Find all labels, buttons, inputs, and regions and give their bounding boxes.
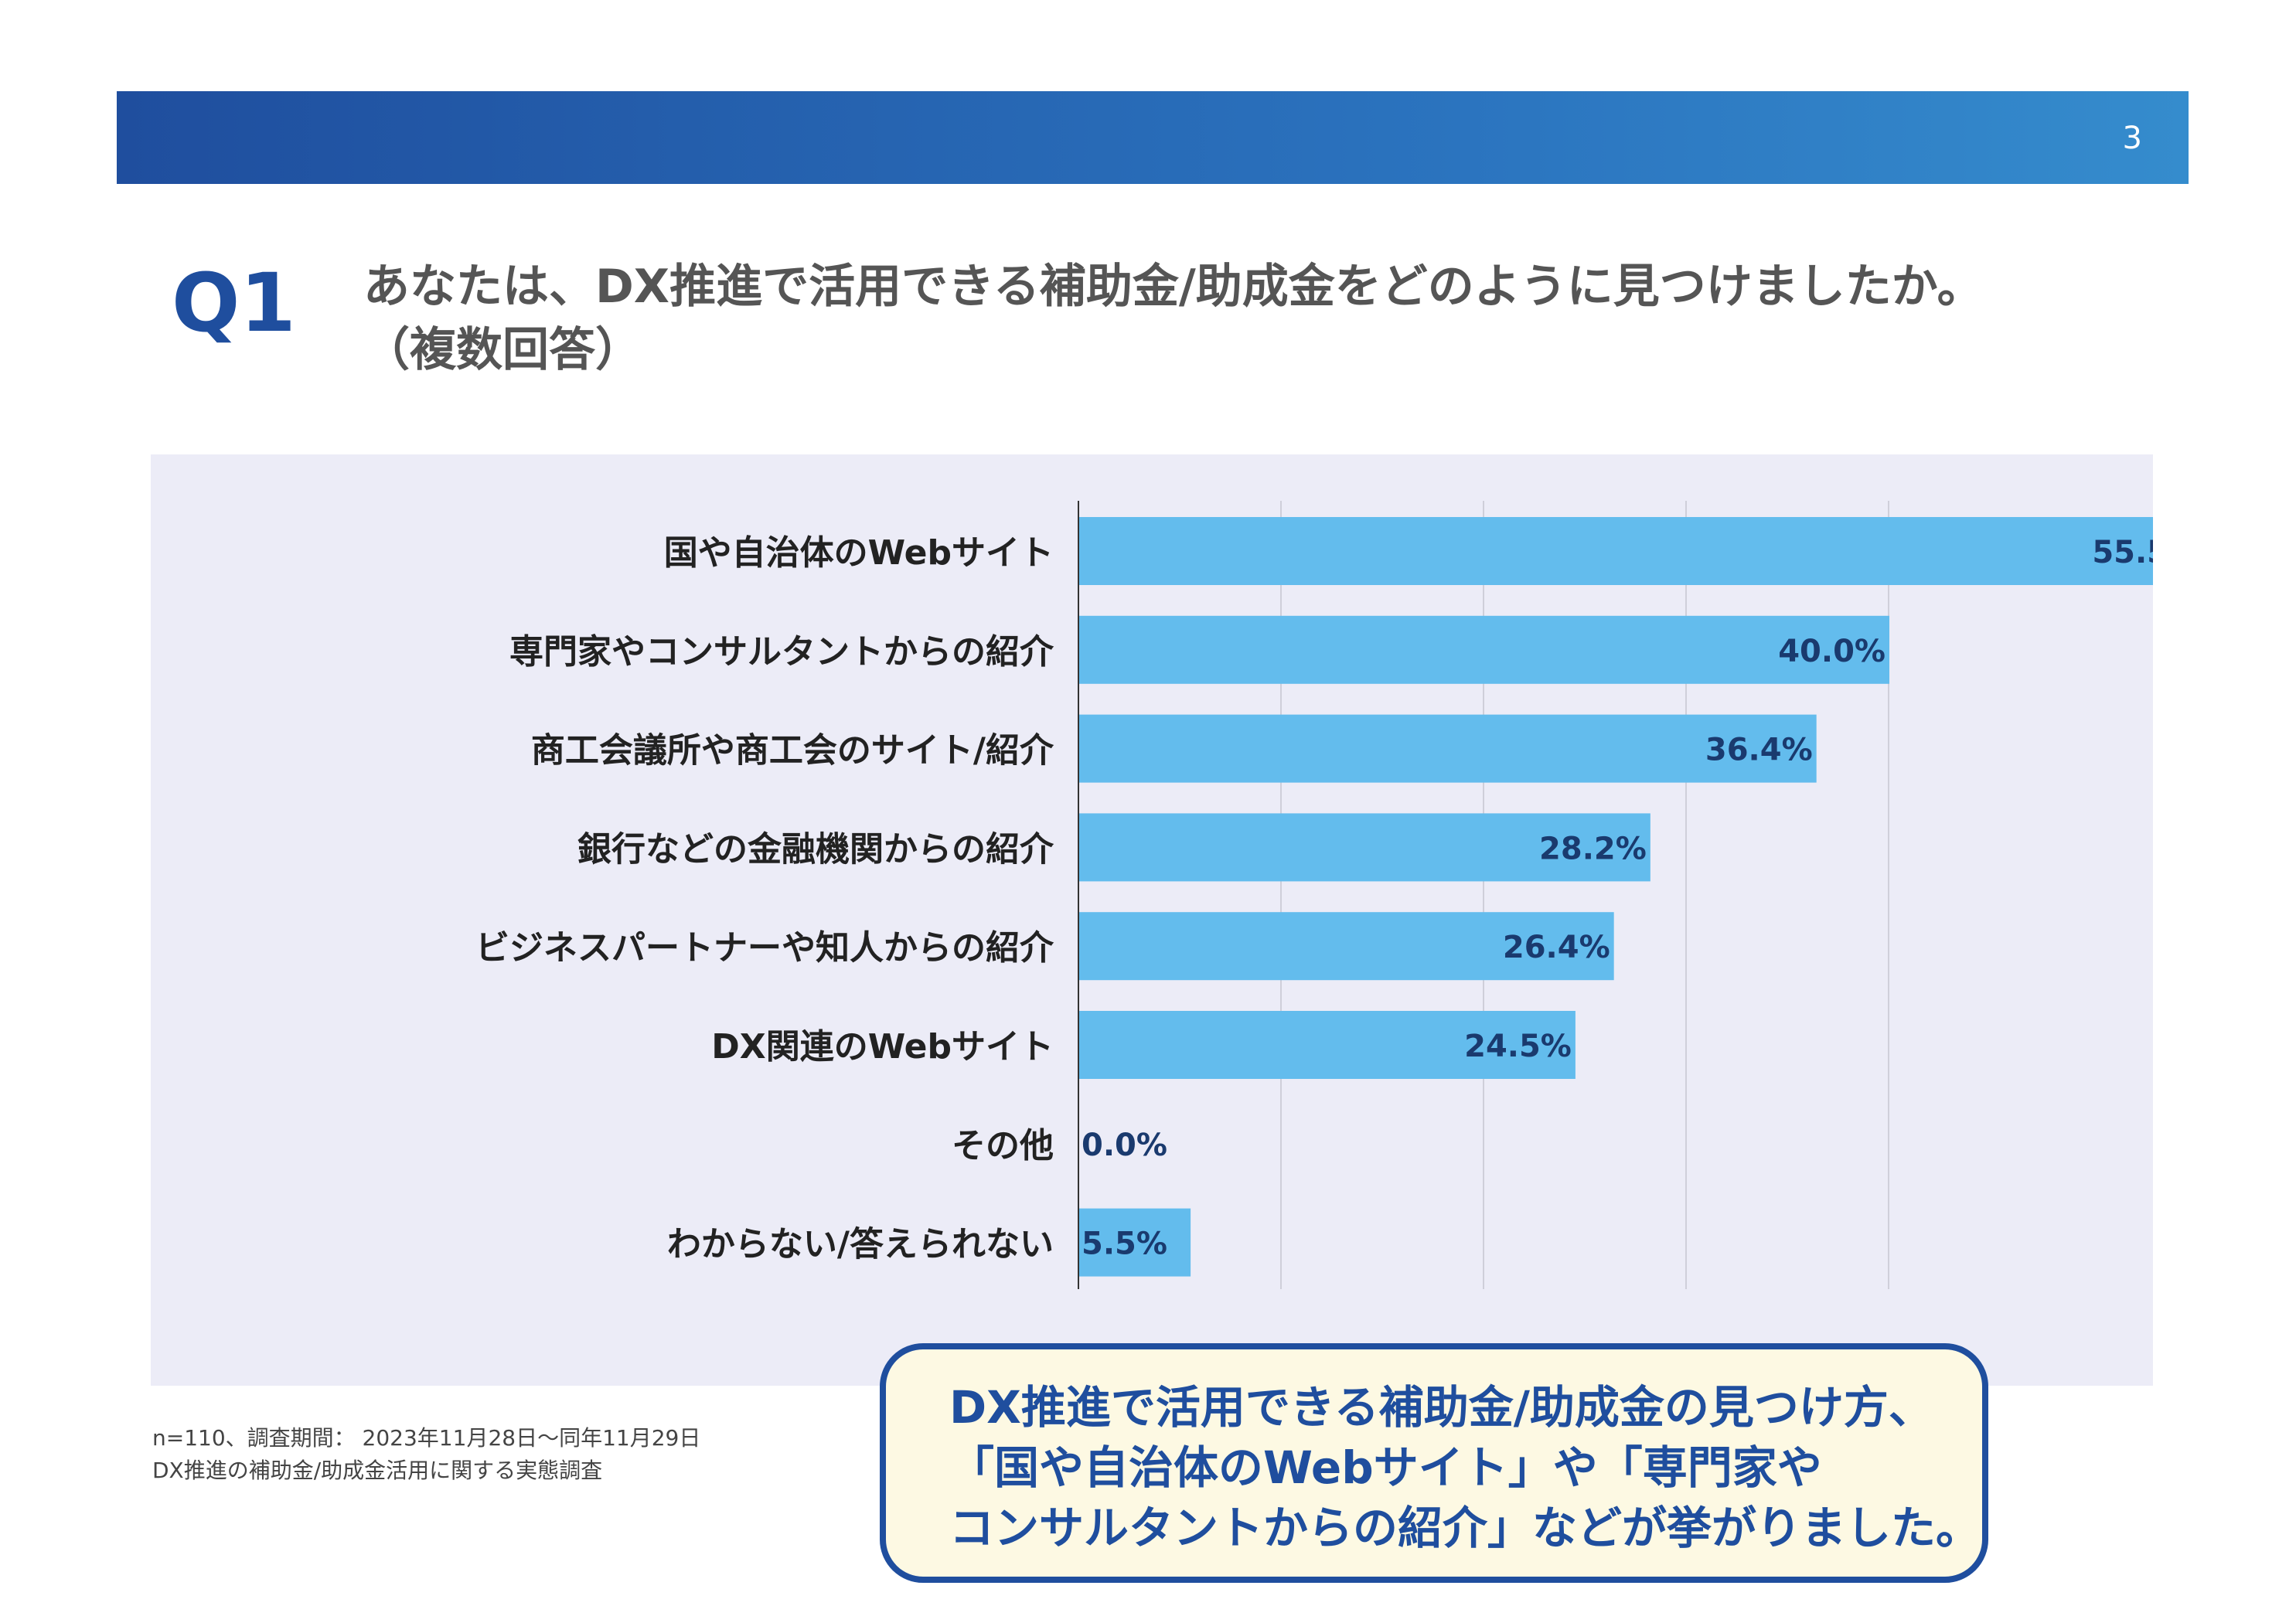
callout-line-2: 「国や自治体のWebサイト」や「専門家や: [949, 1441, 1822, 1494]
value-labels: 55.5% 40.0% 36.4% 28.2% 26.4% 24.5% 0.0% 5.5%: [1082, 535, 2153, 1262]
footnote-survey-name: DX推進の補助金/助成金活用に関する実態調査: [152, 1458, 603, 1483]
chart-panel: 国や自治体のWebサイト専門家やコンサルタントからの紹介商工会議所や商工会のサイ…: [151, 454, 2153, 1386]
question-text: あなたは、DX推進で活用できる補助金/助成金をどのように見つけましたか。 （複数…: [363, 255, 2103, 382]
category-label: DX関連のWebサイト: [711, 1027, 1054, 1067]
callout-line-3: コンサルタントからの紹介」などが挙がりました。: [949, 1502, 1981, 1554]
bar: [1079, 1208, 1191, 1277]
summary-callout: DX推進で活用できる補助金/助成金の見つけ方、 「国や自治体のWebサイト」や「…: [880, 1343, 1988, 1583]
category-label: 銀行などの金融機関からの紹介: [577, 829, 1054, 869]
value-label: 24.5%: [1464, 1029, 1572, 1064]
page-number: 3: [2122, 121, 2142, 156]
value-label: 5.5%: [1082, 1227, 1167, 1262]
category-label: 商工会議所や商工会のサイト/紹介: [531, 731, 1054, 771]
question-label: Q1: [172, 256, 296, 350]
bar: [1079, 714, 1817, 783]
value-label: 28.2%: [1539, 831, 1647, 866]
value-label: 26.4%: [1503, 930, 1610, 965]
bar: [1079, 1011, 1576, 1079]
category-label: わからない/答えられない: [667, 1225, 1054, 1264]
bar-chart: 国や自治体のWebサイト専門家やコンサルタントからの紹介商工会議所や商工会のサイ…: [475, 501, 2153, 1289]
bar: [1079, 912, 1614, 981]
category-label: ビジネスパートナーや知人からの紹介: [475, 928, 1054, 968]
bar: [1079, 615, 1889, 684]
value-label: 40.0%: [1778, 634, 1886, 669]
question-line-2: （複数回答）: [363, 323, 642, 377]
value-label: 0.0%: [1082, 1128, 1167, 1163]
bar: [1079, 517, 2153, 585]
bar: [1079, 813, 1650, 882]
question-line-1: あなたは、DX推進で活用できる補助金/助成金をどのように見つけましたか。: [363, 260, 1984, 314]
header-band: 3: [117, 91, 2189, 184]
category-label: その他: [952, 1126, 1054, 1165]
category-label: 専門家やコンサルタントからの紹介: [509, 632, 1054, 672]
category-label: 国や自治体のWebサイト: [664, 533, 1054, 573]
value-label: 55.5%: [2092, 535, 2153, 570]
value-label: 36.4%: [1705, 733, 1813, 768]
bars: [1079, 517, 2153, 1277]
callout-line-1: DX推進で活用できる補助金/助成金の見つけ方、: [949, 1381, 1933, 1434]
footnote-sample-period: n=110、調査期間： 2023年11月28日〜同年11月29日: [152, 1425, 701, 1451]
footnote: n=110、調査期間： 2023年11月28日〜同年11月29日 DX推進の補助…: [152, 1422, 700, 1487]
category-labels: 国や自治体のWebサイト専門家やコンサルタントからの紹介商工会議所や商工会のサイ…: [475, 533, 1054, 1264]
